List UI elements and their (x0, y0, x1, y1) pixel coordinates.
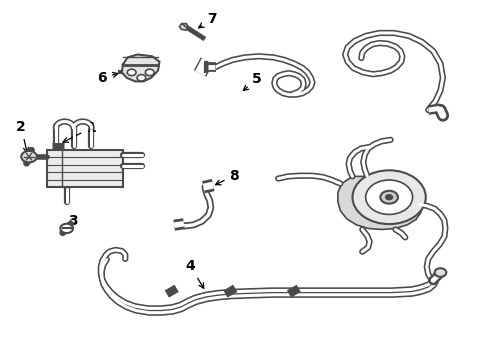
Text: 3: 3 (68, 214, 78, 228)
Text: 1: 1 (63, 121, 96, 142)
Text: 8: 8 (216, 169, 239, 185)
Circle shape (137, 75, 146, 81)
Polygon shape (338, 175, 422, 229)
Circle shape (366, 180, 413, 215)
Circle shape (60, 224, 73, 233)
Text: 2: 2 (16, 120, 28, 153)
Text: 4: 4 (185, 259, 204, 288)
Text: 5: 5 (244, 72, 262, 90)
Circle shape (21, 151, 37, 162)
Polygon shape (122, 54, 159, 81)
Circle shape (352, 170, 426, 224)
Circle shape (435, 268, 446, 277)
Circle shape (386, 195, 392, 200)
Polygon shape (179, 24, 188, 30)
Circle shape (146, 69, 154, 76)
Circle shape (380, 191, 398, 204)
Text: 7: 7 (198, 12, 217, 28)
Text: 6: 6 (98, 71, 118, 85)
Circle shape (127, 69, 136, 76)
Bar (47, 149, 123, 187)
